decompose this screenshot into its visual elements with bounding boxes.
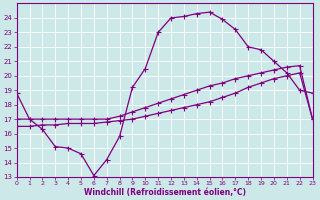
X-axis label: Windchill (Refroidissement éolien,°C): Windchill (Refroidissement éolien,°C) <box>84 188 245 197</box>
